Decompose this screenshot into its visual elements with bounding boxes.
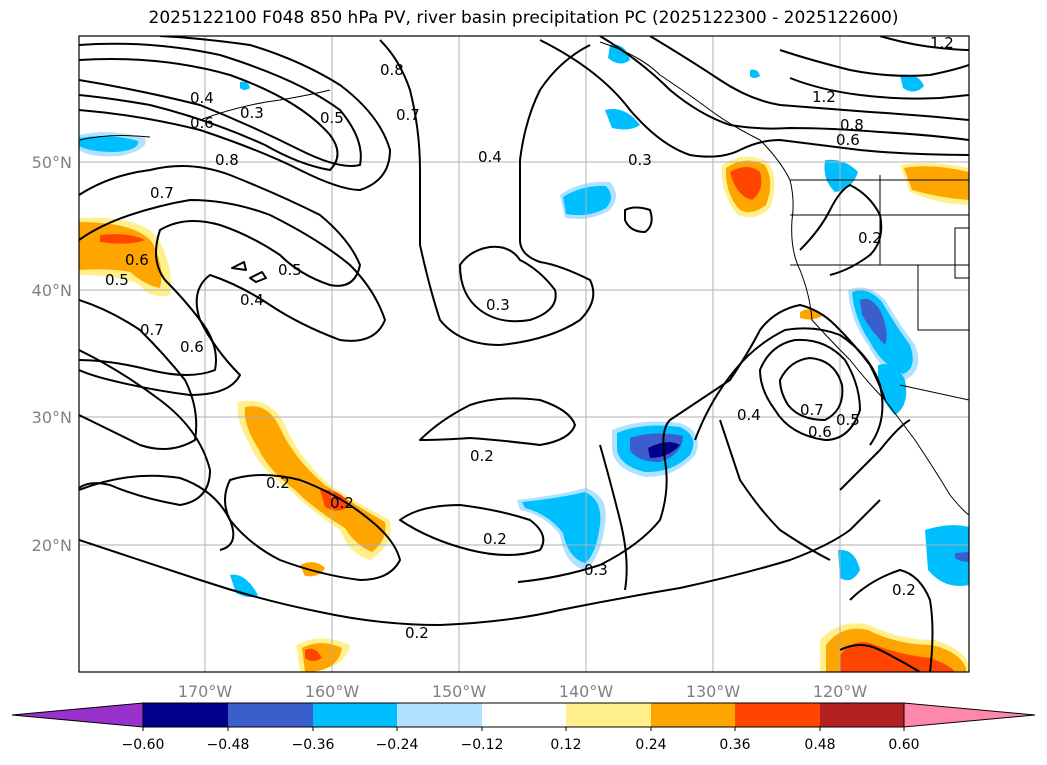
contour-label: 0.8: [380, 61, 404, 79]
contour-label: 1.2: [930, 34, 954, 52]
lat-label-30n: 30°N: [32, 408, 72, 427]
contour-label: 0.3: [584, 561, 608, 579]
colorbar: −0.60 −0.48 −0.36 −0.24 −0.12 0.12 0.24 …: [11, 702, 1036, 753]
map-frame: [78, 35, 970, 673]
colorbar-tick: 0.48: [804, 737, 835, 753]
contour-label: 0.5: [105, 271, 129, 289]
colorbar-tick: −0.36: [292, 737, 335, 753]
contour-label: 0.6: [180, 338, 204, 356]
contour-label: 0.2: [266, 474, 290, 492]
colorbar-frame: [142, 702, 905, 728]
contour-label: 1.2: [812, 88, 836, 106]
contour-label: 0.6: [808, 423, 832, 441]
contour-labels: 0.4 0.6 0.3 0.5 0.8 0.8 0.7 0.4 0.3 0.8 …: [105, 34, 954, 642]
colorbar-tick: −0.12: [461, 737, 504, 753]
lon-label-130w: 130°W: [686, 682, 741, 701]
colorbar-bin: [397, 703, 482, 727]
lon-label-140w: 140°W: [559, 682, 614, 701]
contour-label: 0.2: [892, 581, 916, 599]
colorbar-bin: [820, 703, 904, 727]
contour-label: 0.7: [140, 321, 164, 339]
pv-contours: [79, 36, 969, 672]
contour-label: 0.5: [278, 261, 302, 279]
colorbar-tick: 0.36: [719, 737, 750, 753]
contour-label: 0.4: [737, 406, 761, 424]
colorbar-tick: 0.12: [550, 737, 581, 753]
graticule: [79, 36, 969, 672]
longitude-labels: 170°W 160°W 150°W 140°W 130°W 120°W: [178, 682, 868, 701]
contour-label: 0.2: [858, 229, 882, 247]
contour-label: 0.6: [836, 131, 860, 149]
lat-label-50n: 50°N: [32, 153, 72, 172]
colorbar-extend-min: [11, 702, 144, 728]
colorbar-bin: [651, 703, 735, 727]
lon-label-160w: 160°W: [305, 682, 360, 701]
colorbar-bin: [566, 703, 651, 727]
colorbar-bin: [313, 703, 397, 727]
contour-label: 0.6: [190, 114, 214, 132]
colorbar-extend-max: [903, 702, 1036, 728]
contour-label: 0.3: [486, 296, 510, 314]
contour-label: 0.6: [125, 251, 149, 269]
colorbar-tick: 0.60: [888, 737, 919, 753]
contour-label: 0.3: [628, 151, 652, 169]
contour-label: 0.4: [240, 291, 264, 309]
contour-label: 0.5: [320, 109, 344, 127]
contour-label: 0.8: [215, 151, 239, 169]
colorbar-bin: [143, 703, 228, 727]
contour-label: 0.4: [478, 148, 502, 166]
contour-label: 0.7: [150, 184, 174, 202]
contour-label: 0.2: [330, 494, 354, 512]
colorbar-tick: −0.60: [122, 737, 165, 753]
colorbar-bin: [735, 703, 820, 727]
latitude-labels: 50°N 40°N 30°N 20°N: [32, 153, 72, 555]
lat-label-40n: 40°N: [32, 281, 72, 300]
contour-label: 0.5: [836, 411, 860, 429]
lon-label-150w: 150°W: [432, 682, 487, 701]
coastlines: [79, 41, 969, 516]
colorbar-tick: −0.24: [376, 737, 419, 753]
map-title: 2025122100 F048 850 hPa PV, river basin …: [148, 8, 899, 28]
contour-label: 0.4: [190, 89, 214, 107]
contour-label: 0.7: [800, 401, 824, 419]
colorbar-tick: −0.48: [207, 737, 250, 753]
contour-label: 0.2: [405, 624, 429, 642]
contour-label: 0.8: [840, 116, 864, 134]
colorbar-tick: 0.24: [635, 737, 666, 753]
lon-label-170w: 170°W: [178, 682, 233, 701]
contour-label: 0.3: [240, 104, 264, 122]
colorbar-bin: [228, 703, 313, 727]
lon-label-120w: 120°W: [813, 682, 868, 701]
contour-label: 0.2: [470, 447, 494, 465]
lat-label-20n: 20°N: [32, 536, 72, 555]
map-area: [79, 36, 969, 672]
colorbar-bin: [482, 703, 566, 727]
contour-label: 0.2: [483, 530, 507, 548]
contour-label: 0.7: [396, 106, 420, 124]
